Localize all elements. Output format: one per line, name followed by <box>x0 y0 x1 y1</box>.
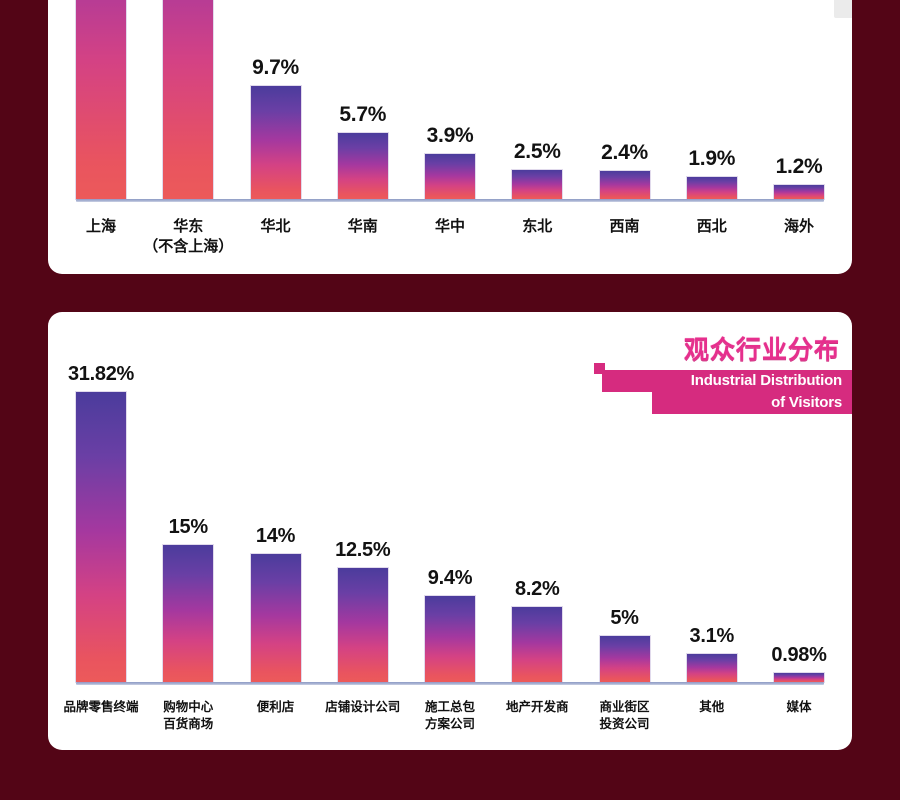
category-label: 上海 <box>85 218 116 235</box>
region-distribution-card: 上海 华东 （不含上海） 9.7% 华北 5.7% 华南 3.9% 华中 2.5% 东北 2.4% 西… <box>48 0 852 274</box>
bar <box>599 636 650 682</box>
bar <box>250 85 301 199</box>
bar-value-label: 14% <box>255 525 296 548</box>
category-label: 其他 <box>699 700 725 714</box>
bar <box>250 554 301 682</box>
bar-value-label: 15% <box>168 516 208 539</box>
category-label: 东北 <box>522 218 553 235</box>
bar <box>337 132 388 199</box>
badge-bar-lower <box>652 392 852 414</box>
industry-title-en-line1: Industrial Distribution <box>690 372 842 389</box>
region-axis-line <box>76 199 824 202</box>
bar-value-label: 1.9% <box>688 146 736 170</box>
category-label: 地产开发商 <box>505 700 569 714</box>
category-label: 施工总包 方案公司 <box>424 700 475 731</box>
category-label: 华东 （不含上海） <box>143 218 234 255</box>
decor-square-1 <box>834 0 852 18</box>
badge-bar-upper <box>602 370 852 392</box>
industry-axis-line <box>76 682 824 685</box>
region-distribution-chart: 上海 华东 （不含上海） 9.7% 华北 5.7% 华南 3.9% 华中 2.5% 东北 2.4% 西… <box>48 0 852 274</box>
bar-value-label: 5.7% <box>339 102 387 126</box>
bar <box>425 596 475 682</box>
bar-value-label: 12.5% <box>335 539 391 562</box>
bar <box>686 176 737 199</box>
badge-accent-square <box>594 363 605 374</box>
industry-title-cn: 观众行业分布 <box>683 336 840 364</box>
industry-title-en-line2: of Visitors <box>771 394 842 411</box>
category-label: 品牌零售终端 <box>63 700 139 714</box>
category-label: 华南 <box>347 218 378 235</box>
category-label: 海外 <box>783 218 814 235</box>
category-label: 商业街区 投资公司 <box>599 700 650 731</box>
category-label: 华北 <box>260 218 291 235</box>
bar <box>76 0 126 199</box>
bar <box>163 0 214 199</box>
category-label: 西北 <box>696 218 727 235</box>
bar-value-label: 8.2% <box>515 578 560 601</box>
category-label: 媒体 <box>786 700 812 714</box>
bar <box>686 653 737 682</box>
bar <box>512 607 563 682</box>
category-label: 华中 <box>434 218 465 235</box>
category-label: 店铺设计公司 <box>325 700 401 714</box>
bar <box>774 673 824 682</box>
bar-value-label: 9.4% <box>427 567 473 590</box>
bar-value-label: 0.98% <box>771 644 827 667</box>
bar <box>76 391 126 682</box>
category-label: 西南 <box>609 218 640 235</box>
bar-value-label: 1.2% <box>775 155 823 178</box>
bar-value-label: 2.5% <box>513 139 561 163</box>
bar <box>425 153 475 199</box>
bar <box>337 568 388 682</box>
bar-value-label: 5% <box>610 607 639 630</box>
category-label: 便利店 <box>256 700 295 714</box>
bar-value-label: 31.82% <box>67 362 135 385</box>
bar-value-label: 3.1% <box>689 624 735 647</box>
bar <box>774 185 824 199</box>
bar-value-label: 2.4% <box>601 141 648 164</box>
bar-value-label: 9.7% <box>252 55 299 79</box>
bar <box>512 169 563 199</box>
category-label: 购物中心 百货商场 <box>163 700 214 731</box>
bar <box>599 171 650 199</box>
bar <box>163 545 214 682</box>
industry-distribution-chart: 31.82% 品牌零售终端 15% 购物中心 百货商场 14% 便利店 12.5% 店铺设计公… <box>48 312 852 750</box>
industry-distribution-card: 观众行业分布 Industrial Distribution of Visito… <box>48 312 852 750</box>
bar-value-label: 3.9% <box>426 123 474 147</box>
